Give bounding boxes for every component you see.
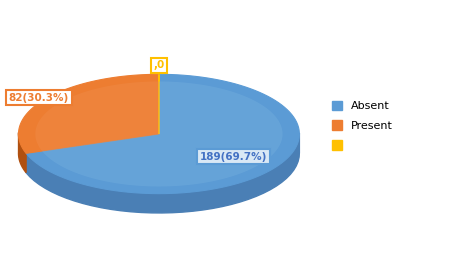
Polygon shape	[26, 133, 300, 213]
Legend: Absent, Present, : Absent, Present,	[328, 97, 396, 154]
Polygon shape	[26, 74, 300, 194]
Polygon shape	[18, 74, 159, 153]
Text: ,0: ,0	[153, 60, 164, 70]
Polygon shape	[18, 133, 26, 173]
Polygon shape	[42, 81, 283, 186]
Text: 82(30.3%): 82(30.3%)	[9, 93, 69, 103]
Polygon shape	[36, 81, 159, 151]
Text: 189(69.7%): 189(69.7%)	[200, 151, 267, 162]
